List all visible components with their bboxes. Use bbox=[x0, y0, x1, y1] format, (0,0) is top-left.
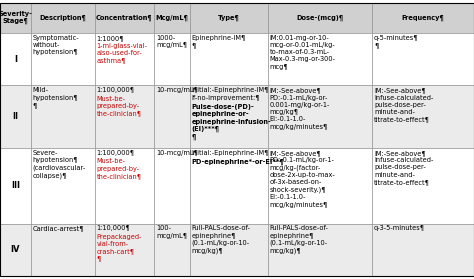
Text: Epinephrine-IM¶
¶: Epinephrine-IM¶ ¶ bbox=[191, 35, 246, 48]
Text: Cardiac-arrest¶: Cardiac-arrest¶ bbox=[33, 225, 84, 232]
Bar bbox=[268, 85, 372, 148]
Bar bbox=[0, 3, 31, 33]
Bar bbox=[0, 33, 31, 85]
Bar bbox=[154, 3, 190, 33]
Text: 1:100,000¶: 1:100,000¶ bbox=[97, 150, 135, 156]
Text: Dose-(mcg)¶: Dose-(mcg)¶ bbox=[296, 15, 344, 21]
Text: Mild-
hypotension¶
¶: Mild- hypotension¶ ¶ bbox=[33, 87, 78, 108]
Text: 1-ml-glass-vial-
also-used-for-
asthma¶: 1-ml-glass-vial- also-used-for- asthma¶ bbox=[97, 43, 147, 64]
Bar bbox=[268, 223, 372, 276]
Bar bbox=[154, 148, 190, 223]
Bar bbox=[154, 223, 190, 276]
Bar bbox=[372, 85, 474, 148]
Text: IM:0.01-mg-or-10-
mcg-or-0.01-mL/kg-
to-max-of-0.3-mL-
Max-0.3-mg-or-300-
mcg¶: IM:0.01-mg-or-10- mcg-or-0.01-mL/kg- to-… bbox=[270, 35, 336, 70]
Text: Full-PALS-dose-of-
epinephrine¶
(0.1-mL/kg-or-10-
mcg/kg)¶: Full-PALS-dose-of- epinephrine¶ (0.1-mL/… bbox=[270, 225, 328, 254]
Bar bbox=[95, 148, 154, 223]
Text: Severity-
Stage¶: Severity- Stage¶ bbox=[0, 11, 32, 25]
Bar bbox=[31, 33, 95, 85]
Text: IM:-See-above¶
PD:-0.1-mL/kg-or-1-
mcg/kg-(factor-
dose-2x-up-to-max-
of-3x-base: IM:-See-above¶ PD:-0.1-mL/kg-or-1- mcg/k… bbox=[270, 150, 336, 208]
Text: Initial:-Epinephrine-IM¶: Initial:-Epinephrine-IM¶ bbox=[191, 150, 269, 156]
Bar bbox=[372, 148, 474, 223]
Text: Mcg/mL¶: Mcg/mL¶ bbox=[155, 15, 188, 21]
Bar bbox=[154, 33, 190, 85]
Text: 10-mcg/mL¶: 10-mcg/mL¶ bbox=[156, 150, 198, 156]
Text: II: II bbox=[12, 112, 18, 121]
Bar bbox=[31, 85, 95, 148]
Text: Symptomatic-
without-
hypotension¶: Symptomatic- without- hypotension¶ bbox=[33, 35, 79, 55]
Text: IM:-See-above¶
Infuse-calculated-
pulse-dose-per-
minute-and-
titrate-to-effect¶: IM:-See-above¶ Infuse-calculated- pulse-… bbox=[374, 87, 433, 122]
Text: Frequency¶: Frequency¶ bbox=[401, 15, 445, 21]
Text: Type¶: Type¶ bbox=[218, 15, 239, 21]
Text: IM:-See-above¶
PD:-0.1-mL/kg-or-
0.001-mg/kg-or-1-
mcg/kg¶
EI:-0.1-1.0-
mcg/kg/m: IM:-See-above¶ PD:-0.1-mL/kg-or- 0.001-m… bbox=[270, 87, 330, 129]
Text: 1:10,000¶: 1:10,000¶ bbox=[97, 225, 130, 232]
Text: PD-epinephrine*-or-EI**¶: PD-epinephrine*-or-EI**¶ bbox=[191, 158, 284, 165]
Text: Description¶: Description¶ bbox=[39, 15, 86, 21]
Text: IV: IV bbox=[10, 245, 20, 254]
Bar bbox=[190, 148, 268, 223]
Text: Full-PALS-dose-of-
epinephrine¶
(0.1-mL/kg-or-10-
mcg/kg)¶: Full-PALS-dose-of- epinephrine¶ (0.1-mL/… bbox=[191, 225, 250, 254]
Text: Prepackaged-
vial-from-
crash-cart¶
¶: Prepackaged- vial-from- crash-cart¶ ¶ bbox=[97, 234, 142, 261]
Bar bbox=[0, 223, 31, 276]
Text: Concentration¶: Concentration¶ bbox=[96, 15, 153, 21]
Bar bbox=[95, 85, 154, 148]
Text: 1000-
mcg/mL¶: 1000- mcg/mL¶ bbox=[156, 35, 187, 48]
Text: 1:100,000¶: 1:100,000¶ bbox=[97, 87, 135, 93]
Bar bbox=[268, 33, 372, 85]
Bar bbox=[154, 85, 190, 148]
Bar bbox=[31, 3, 95, 33]
Text: Must-be-
prepared-by-
the-clinician¶: Must-be- prepared-by- the-clinician¶ bbox=[97, 158, 142, 179]
Bar bbox=[31, 148, 95, 223]
Bar bbox=[268, 3, 372, 33]
Text: Pulse-dose-(PD)-
epinephrine-or-
epinephrine-infusion-
(EI)***¶
¶: Pulse-dose-(PD)- epinephrine-or- epineph… bbox=[191, 104, 271, 140]
Bar bbox=[190, 85, 268, 148]
Bar bbox=[190, 223, 268, 276]
Bar bbox=[95, 3, 154, 33]
Bar bbox=[372, 3, 474, 33]
Bar bbox=[95, 223, 154, 276]
Bar bbox=[95, 33, 154, 85]
Bar bbox=[372, 223, 474, 276]
Bar bbox=[31, 223, 95, 276]
Text: q-5-minutes¶
¶: q-5-minutes¶ ¶ bbox=[374, 35, 419, 48]
Bar bbox=[268, 148, 372, 223]
Text: I: I bbox=[14, 54, 17, 64]
Text: q-3-5-minutes¶: q-3-5-minutes¶ bbox=[374, 225, 425, 232]
Bar bbox=[372, 33, 474, 85]
Text: 10-mcg/mL¶: 10-mcg/mL¶ bbox=[156, 87, 198, 93]
Bar bbox=[0, 148, 31, 223]
Text: 1:1000¶: 1:1000¶ bbox=[97, 35, 124, 41]
Bar bbox=[190, 33, 268, 85]
Bar bbox=[0, 85, 31, 148]
Text: 100-
mcg/mL¶: 100- mcg/mL¶ bbox=[156, 225, 187, 239]
Text: IM:-See-above¶
Infuse-calculated-
pulse-dose-per-
minute-and-
titrate-to-effect¶: IM:-See-above¶ Infuse-calculated- pulse-… bbox=[374, 150, 433, 185]
Text: Must-be-
prepared-by-
the-clinician¶: Must-be- prepared-by- the-clinician¶ bbox=[97, 96, 142, 116]
Text: Severe-
hypotension¶
(cardiovascular-
collapse)¶: Severe- hypotension¶ (cardiovascular- co… bbox=[33, 150, 86, 179]
Text: Initial:-Epinephrine-IM¶
If-no-improvement:¶: Initial:-Epinephrine-IM¶ If-no-improveme… bbox=[191, 87, 269, 101]
Text: III: III bbox=[11, 181, 20, 190]
Bar bbox=[190, 3, 268, 33]
